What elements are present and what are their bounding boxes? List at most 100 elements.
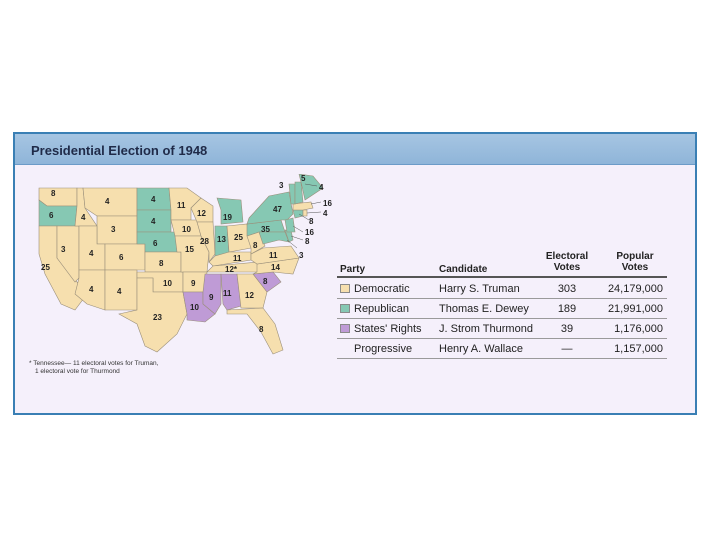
header-popular-votes: Popular Votes bbox=[603, 251, 667, 273]
state-label-mo: 15 bbox=[185, 245, 194, 254]
state-label-or: 6 bbox=[49, 211, 54, 220]
state-label-mi: 19 bbox=[223, 213, 232, 222]
state-label-nh: 4 bbox=[319, 183, 324, 192]
state-co bbox=[104, 243, 146, 271]
state-label-me: 5 bbox=[301, 174, 306, 183]
row-rule bbox=[337, 358, 667, 359]
democratic-swatch bbox=[340, 284, 350, 293]
state-label-ia: 10 bbox=[182, 225, 191, 234]
state-label-ms: 9 bbox=[209, 293, 214, 302]
state-label-id: 4 bbox=[81, 213, 86, 222]
header-electoral-line-2: Votes bbox=[553, 262, 581, 273]
state-mn bbox=[168, 187, 202, 221]
republican-swatch bbox=[340, 304, 350, 313]
header-popular-line-1: Popular bbox=[616, 251, 654, 262]
state-label-wy: 3 bbox=[111, 225, 116, 234]
state-me bbox=[298, 174, 324, 201]
state-label-md: 8 bbox=[305, 237, 310, 246]
party-name: Democratic bbox=[354, 283, 410, 295]
header-candidate: Candidate bbox=[439, 264, 488, 275]
state-label-il: 28 bbox=[200, 237, 209, 246]
state-label-ks: 8 bbox=[159, 259, 164, 268]
party-name: Progressive bbox=[354, 343, 413, 355]
table-row-democratic: Democratic Harry S. Truman 303 24,179,00… bbox=[337, 279, 667, 298]
state-label-in: 13 bbox=[217, 235, 226, 244]
state-nj bbox=[284, 217, 296, 233]
header-party: Party bbox=[340, 264, 366, 275]
state-ma bbox=[292, 201, 314, 211]
state-label-pa: 35 bbox=[261, 225, 270, 234]
state-ct bbox=[292, 209, 304, 219]
state-label-tn: 12* bbox=[225, 265, 238, 274]
state-label-wa: 8 bbox=[51, 189, 56, 198]
state-label-ca: 25 bbox=[41, 263, 50, 272]
state-al bbox=[220, 273, 242, 311]
state-wy bbox=[96, 215, 138, 245]
popular-votes: 21,991,000 bbox=[607, 303, 663, 315]
electoral-votes: 189 bbox=[557, 303, 577, 315]
state-fl bbox=[226, 307, 284, 355]
panel-title: Presidential Election of 1948 bbox=[31, 143, 208, 158]
state-label-nm: 4 bbox=[117, 287, 122, 296]
state-label-al: 11 bbox=[223, 289, 232, 298]
state-nh bbox=[294, 181, 304, 205]
state-label-ct: 8 bbox=[309, 217, 314, 226]
state-mi bbox=[216, 197, 244, 225]
footnote-line-1: * Tennessee— 11 electoral votes for Trum… bbox=[29, 360, 159, 367]
candidate-name: Henry A. Wallace bbox=[439, 343, 523, 355]
title-bar: Presidential Election of 1948 bbox=[15, 134, 695, 165]
electoral-votes: — bbox=[561, 343, 573, 355]
electoral-votes: 303 bbox=[557, 283, 577, 295]
state-label-ma: 16 bbox=[323, 199, 332, 208]
party-name: States' Rights bbox=[354, 323, 422, 335]
state-label-wi: 12 bbox=[197, 209, 206, 218]
candidate-name: J. Strom Thurmond bbox=[439, 323, 533, 335]
state-ny bbox=[246, 191, 294, 225]
state-label-nv: 3 bbox=[61, 245, 66, 254]
table-row-states-rights: States' Rights J. Strom Thurmond 39 1,17… bbox=[337, 319, 667, 338]
state-md bbox=[258, 231, 290, 245]
state-tx bbox=[118, 277, 188, 353]
state-label-ok: 10 bbox=[163, 279, 172, 288]
header-popular-line-2: Votes bbox=[621, 262, 649, 273]
state-label-vt: 3 bbox=[279, 181, 284, 190]
state-label-ga: 12 bbox=[245, 291, 254, 300]
state-va bbox=[250, 245, 300, 265]
party-name: Republican bbox=[354, 303, 410, 315]
state-label-mn: 11 bbox=[177, 201, 186, 210]
tennessee-footnote: * Tennessee— 11 electoral votes for Trum… bbox=[29, 360, 189, 376]
state-label-tx: 23 bbox=[153, 313, 162, 322]
us-electoral-map: 8 6 25 3 4 4 3 4 6 4 4 4 4 6 8 10 23 11 … bbox=[38, 174, 332, 355]
header-rule bbox=[337, 276, 667, 278]
candidate-name: Harry S. Truman bbox=[439, 283, 520, 295]
state-label-ut: 4 bbox=[89, 249, 94, 258]
row-rule bbox=[337, 318, 667, 319]
state-label-az: 4 bbox=[89, 285, 94, 294]
table-row-progressive: Progressive Henry A. Wallace — 1,157,000 bbox=[337, 339, 667, 358]
table-row-republican: Republican Thomas E. Dewey 189 21,991,00… bbox=[337, 299, 667, 318]
state-label-nc: 14 bbox=[271, 263, 280, 272]
row-rule bbox=[337, 338, 667, 339]
header-electoral-votes: Electoral Votes bbox=[542, 251, 592, 273]
state-label-ky: 11 bbox=[233, 254, 242, 263]
state-label-nd: 4 bbox=[151, 195, 156, 204]
candidate-name: Thomas E. Dewey bbox=[439, 303, 529, 315]
state-label-nj: 16 bbox=[305, 228, 314, 237]
state-label-fl: 8 bbox=[259, 325, 264, 334]
state-label-ri: 4 bbox=[323, 209, 328, 218]
state-wi bbox=[190, 197, 214, 223]
state-label-ny: 47 bbox=[273, 205, 282, 214]
state-label-la: 10 bbox=[190, 303, 199, 312]
popular-votes: 1,176,000 bbox=[614, 323, 663, 335]
header-electoral-line-1: Electoral bbox=[545, 251, 589, 262]
state-label-oh: 25 bbox=[234, 233, 243, 242]
state-label-ne: 6 bbox=[153, 239, 158, 248]
state-label-de: 3 bbox=[299, 251, 304, 260]
state-ri bbox=[302, 209, 308, 217]
state-label-mt: 4 bbox=[105, 197, 110, 206]
state-label-va: 11 bbox=[269, 251, 278, 260]
row-rule bbox=[337, 298, 667, 299]
state-label-ar: 9 bbox=[191, 279, 196, 288]
state-label-sc: 8 bbox=[263, 277, 268, 286]
state-mt bbox=[82, 187, 138, 217]
